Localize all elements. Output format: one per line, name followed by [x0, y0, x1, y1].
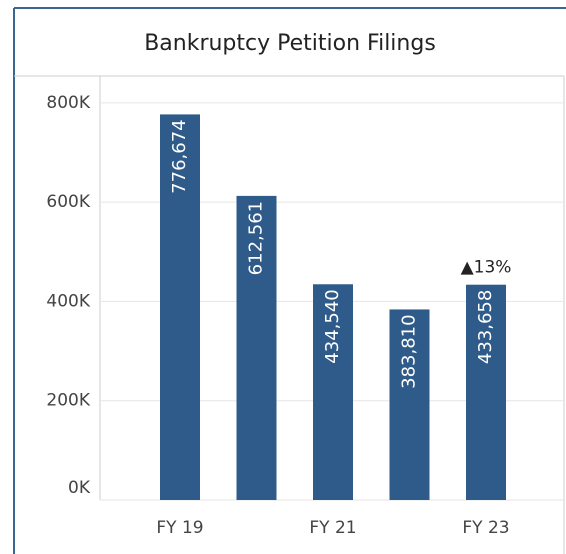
- y-tick-label: 800K: [46, 93, 90, 113]
- x-tick-label: FY 19: [156, 518, 203, 538]
- bar: [236, 195, 277, 501]
- value-label: 434,540: [322, 289, 343, 363]
- value-label: 383,810: [399, 314, 420, 388]
- annotation: ▲13%: [461, 258, 512, 278]
- y-tick-label: 200K: [46, 391, 90, 411]
- value-label: 612,561: [246, 201, 267, 275]
- y-tick-label: 0K: [68, 478, 91, 498]
- x-tick-label: FY 21: [309, 518, 356, 538]
- y-tick-label: 400K: [46, 291, 90, 311]
- value-label: 776,674: [169, 119, 190, 193]
- bar: [466, 284, 506, 500]
- bar: [160, 114, 200, 500]
- value-label: 433,658: [475, 290, 496, 364]
- bar: [313, 284, 353, 500]
- y-tick-label: 600K: [46, 192, 90, 212]
- x-tick-label: FY 23: [462, 518, 509, 538]
- bar: [389, 309, 430, 500]
- chart-title: Bankruptcy Petition Filings: [144, 31, 436, 56]
